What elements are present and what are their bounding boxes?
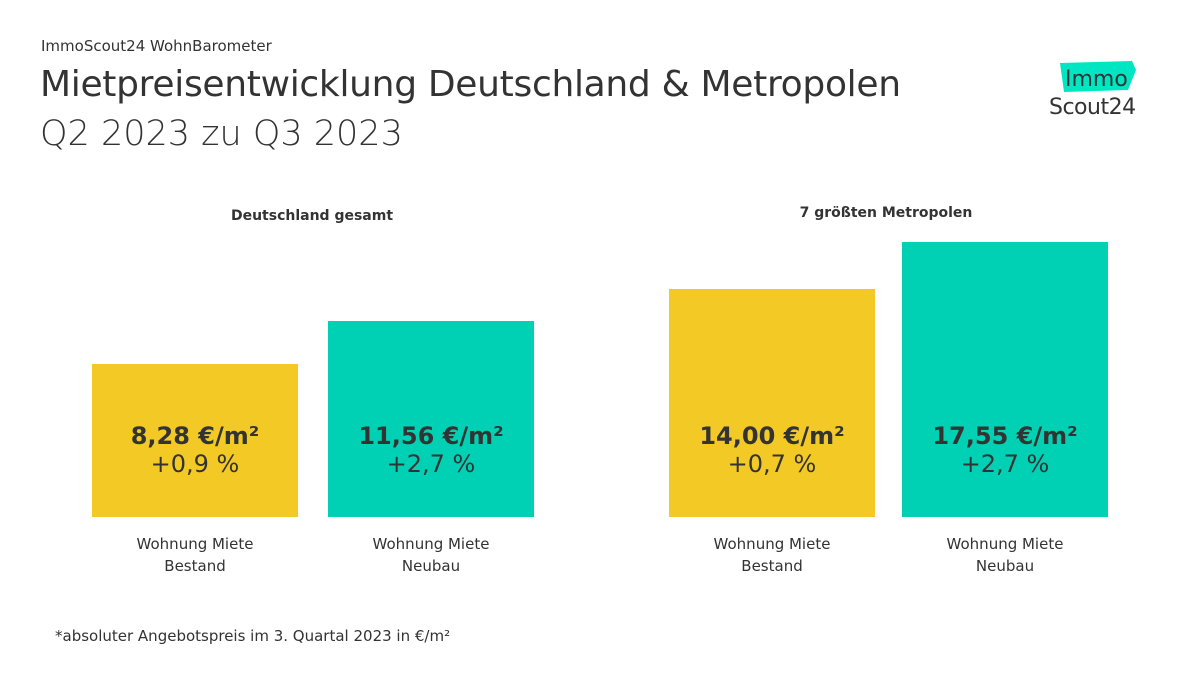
bar-change-label: +2,7 % <box>386 450 476 478</box>
category-label: Wohnung Miete Bestand <box>713 535 831 575</box>
bar: 17,55 €/m² +2,7 % <box>902 242 1108 517</box>
bar-change-label: +2,7 % <box>960 450 1050 478</box>
bar-change-label: +0,9 % <box>150 450 240 478</box>
svg-text:Immo: Immo <box>1065 67 1128 92</box>
kicker: ImmoScout24 WohnBarometer <box>41 37 272 55</box>
category-label: Wohnung Miete Bestand <box>136 535 254 575</box>
bar: 14,00 €/m² +0,7 % <box>669 289 875 517</box>
immoscout24-logo: Immo Scout24 <box>1049 61 1136 120</box>
bar-value-label: 8,28 €/m² <box>130 422 260 450</box>
bar: 11,56 €/m² +2,7 % <box>328 321 534 517</box>
bar-value-label: 11,56 €/m² <box>358 422 504 450</box>
page-title: Mietpreisentwicklung Deutschland & Metro… <box>40 64 901 105</box>
bar-change-label: +0,7 % <box>727 450 817 478</box>
category-label: Wohnung Miete Neubau <box>372 535 490 575</box>
chart-title-germany: Deutschland gesamt <box>230 208 394 224</box>
bar: 8,28 €/m² +0,9 % <box>92 364 298 517</box>
svg-text:Scout24: Scout24 <box>1049 95 1136 120</box>
footnote: *absoluter Angebotspreis im 3. Quartal 2… <box>55 627 451 645</box>
category-label: Wohnung Miete Neubau <box>946 535 1064 575</box>
chart-title-metropolen: 7 größten Metropolen <box>799 205 973 221</box>
bar-value-label: 17,55 €/m² <box>932 422 1078 450</box>
bar-value-label: 14,00 €/m² <box>699 422 845 450</box>
page-subtitle: Q2 2023 zu Q3 2023 <box>40 114 403 154</box>
